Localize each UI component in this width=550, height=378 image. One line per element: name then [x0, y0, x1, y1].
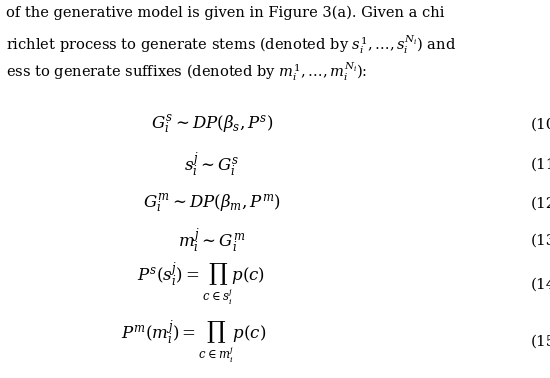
- Text: $P^m(m_i^j) = \prod_{c\in m_i^j} p(c)$: $P^m(m_i^j) = \prod_{c\in m_i^j} p(c)$: [121, 318, 266, 366]
- Text: (11: (11: [531, 157, 550, 172]
- Text: $m_i^j \sim G_i^m$: $m_i^j \sim G_i^m$: [178, 226, 245, 255]
- Text: $P^s(s_i^j) = \prod_{c\in s_i^j} p(c)$: $P^s(s_i^j) = \prod_{c\in s_i^j} p(c)$: [137, 261, 265, 308]
- Text: $s_i^j \sim G_i^s$: $s_i^j \sim G_i^s$: [184, 150, 240, 179]
- Text: (15: (15: [531, 335, 550, 349]
- Text: $G_i^s \sim DP(\beta_s,P^s)$: $G_i^s \sim DP(\beta_s,P^s)$: [151, 114, 273, 136]
- Text: (12: (12: [531, 197, 550, 211]
- Text: (13: (13: [531, 234, 550, 248]
- Text: ess to generate suffixes (denoted by $m_i^1,\ldots,m_i^{N_i}$):: ess to generate suffixes (denoted by $m_…: [6, 60, 367, 83]
- Text: $G_i^m \sim DP(\beta_m,P^m)$: $G_i^m \sim DP(\beta_m,P^m)$: [143, 193, 280, 215]
- Text: of the generative model is given in Figure 3(a). Given a chi: of the generative model is given in Figu…: [6, 6, 444, 20]
- Text: (14: (14: [531, 277, 550, 292]
- Text: richlet process to generate stems (denoted by $s_i^1,\ldots,s_i^{N_i}$) and: richlet process to generate stems (denot…: [6, 33, 456, 56]
- Text: (10: (10: [531, 118, 550, 132]
